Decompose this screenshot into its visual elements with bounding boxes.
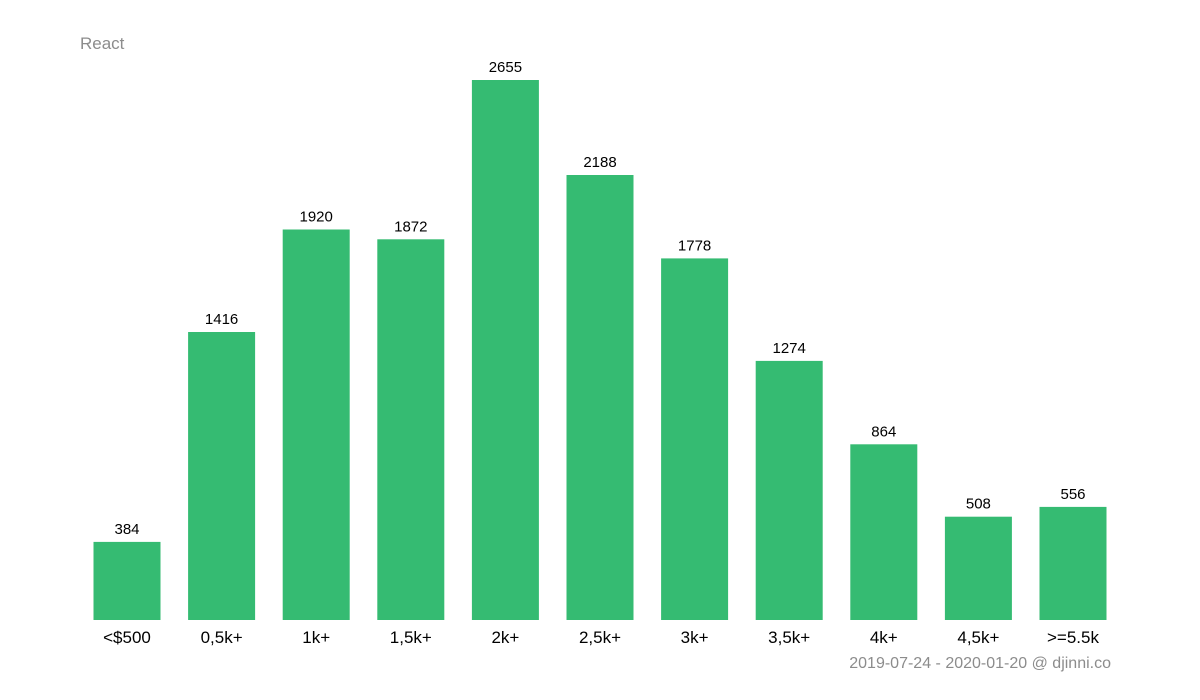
bar (1039, 506, 1107, 620)
bar-value-label: 2655 (489, 59, 522, 76)
bar (377, 239, 445, 621)
x-tick-label: 1k+ (302, 628, 330, 647)
bar-value-label: 1920 (300, 209, 333, 226)
x-tick-label: 3k+ (681, 628, 709, 647)
bar-value-label: 1416 (205, 311, 238, 328)
bar-value-label: 864 (871, 423, 896, 440)
x-tick-label: 3,5k+ (768, 628, 810, 647)
bar-value-label: 2188 (583, 154, 616, 171)
x-tick-label: 2k+ (491, 628, 519, 647)
bar (661, 258, 729, 620)
bar-value-label: 556 (1060, 486, 1085, 503)
bar (944, 516, 1012, 620)
x-tick-label: 2,5k+ (579, 628, 621, 647)
x-tick-label: 4,5k+ (957, 628, 999, 647)
bar (566, 175, 634, 620)
bar (755, 360, 823, 620)
value-labels-group: 384 1416 1920 1872 2655 2188 1778 1274 864 508 556 (114, 59, 1085, 538)
bar (850, 444, 918, 620)
x-tick-label: >=5.5k (1047, 628, 1099, 647)
bar (282, 229, 350, 620)
chart-title: React (80, 34, 125, 53)
bar-value-label: 1778 (678, 237, 711, 254)
x-tick-label: 4k+ (870, 628, 898, 647)
bar (188, 332, 256, 620)
bar-value-label: 1872 (394, 218, 427, 235)
bar-value-label: 1274 (773, 340, 806, 357)
bars-group (93, 80, 1107, 621)
bar-value-label: 384 (114, 521, 139, 538)
bar (471, 80, 539, 620)
date-range-footer: 2019-07-24 - 2020-01-20 @ djinni.co (849, 655, 1111, 672)
bar-value-label: 508 (966, 496, 991, 513)
x-tick-label: 0,5k+ (201, 628, 243, 647)
x-tick-label: <$500 (103, 628, 151, 647)
bar (93, 541, 161, 620)
x-tick-label: 1,5k+ (390, 628, 432, 647)
tick-labels-group: <$500 0,5k+ 1k+ 1,5k+ 2k+ 2,5k+ 3k+ 3,5k+ 4k+ 4,5… (103, 628, 1099, 647)
